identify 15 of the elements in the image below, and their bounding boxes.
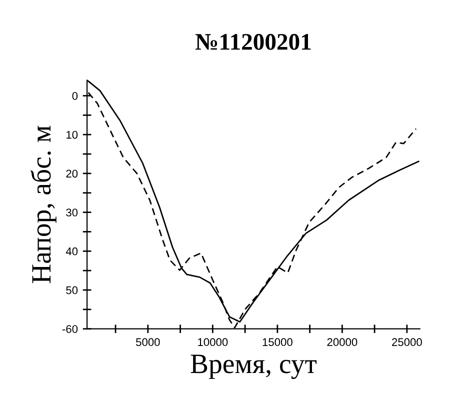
x-tick-label: 15000 — [262, 338, 292, 346]
y-tick-label: 0 — [72, 92, 78, 100]
x-tick-label: 10000 — [198, 338, 228, 346]
y-tick-label: 40 — [66, 247, 78, 256]
y-tick-label: 30 — [66, 208, 78, 216]
y-tick-label: 50 — [66, 286, 78, 294]
x-tick-label: 5000 — [136, 338, 160, 346]
y-axis-title: Напор, абс. м — [30, 126, 56, 284]
x-tick-label: 25000 — [392, 338, 422, 346]
x-tick-label: 20000 — [327, 338, 358, 346]
y-tick-label: 20 — [66, 170, 78, 178]
y-tick-label: -60 — [62, 325, 78, 333]
chart-title: №11200201 — [195, 34, 311, 50]
x-axis-title: Время, сут — [190, 354, 317, 379]
y-tick-label: 10 — [66, 130, 78, 139]
